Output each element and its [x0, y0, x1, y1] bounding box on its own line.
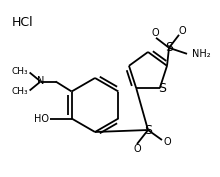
- Text: S: S: [158, 82, 166, 95]
- Text: S: S: [144, 124, 152, 136]
- Text: CH₃: CH₃: [12, 87, 29, 96]
- Text: O: O: [151, 28, 159, 38]
- Text: O: O: [178, 26, 186, 36]
- Text: NH₂: NH₂: [192, 49, 211, 59]
- Text: O: O: [133, 144, 141, 154]
- Text: HCl: HCl: [12, 16, 34, 28]
- Text: N: N: [37, 76, 44, 87]
- Text: O: O: [163, 137, 171, 147]
- Text: CH₃: CH₃: [12, 67, 29, 76]
- Text: S: S: [165, 41, 173, 54]
- Text: HO: HO: [34, 113, 49, 124]
